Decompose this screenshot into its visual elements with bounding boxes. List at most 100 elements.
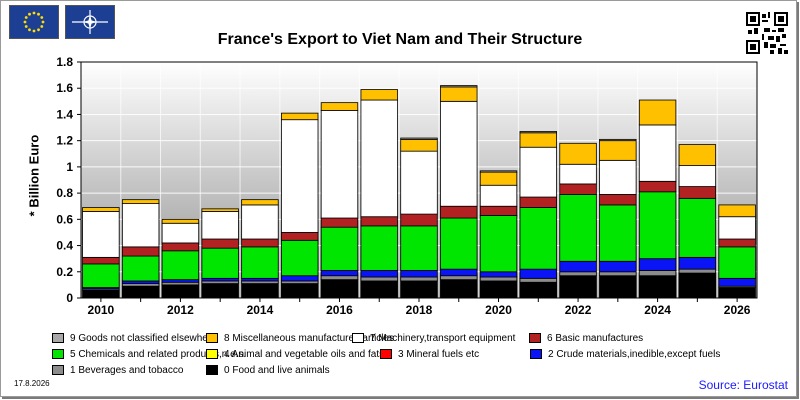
bar-segment <box>161 284 200 299</box>
bar-segment <box>320 270 359 277</box>
bar-segment <box>281 275 319 282</box>
bar-segment <box>638 180 677 193</box>
bar-segment <box>201 208 239 212</box>
x-tick-label: 2012 <box>167 303 194 317</box>
bar-segment <box>678 165 717 187</box>
bar-segment <box>320 275 359 281</box>
y-tick-label: 1 <box>66 160 73 174</box>
bar-segment <box>440 268 478 277</box>
bar-segment <box>281 283 319 299</box>
bar-segment <box>201 247 239 279</box>
bar-segment <box>599 204 637 262</box>
bar-segment <box>360 89 398 101</box>
bar-segment <box>440 205 478 219</box>
chart-title: France's Export to Viet Nam and Their St… <box>217 31 583 48</box>
bar-segment <box>121 199 160 205</box>
legend-label: 2 Crude materials,inedible,except fuels <box>548 349 721 360</box>
bar-segment <box>161 218 200 224</box>
legend-label: 3 Mineral fuels etc <box>398 349 480 360</box>
legend-label: 9 Goods not classified elsewhere <box>70 333 217 344</box>
bar-segment <box>599 194 637 206</box>
bar-segment <box>320 102 359 111</box>
bar-segment <box>519 196 557 208</box>
x-tick-label: 2022 <box>565 303 592 317</box>
legend-swatch <box>52 365 64 376</box>
bar-segment <box>599 275 637 299</box>
bar-segment <box>479 214 518 273</box>
bar-segment <box>599 260 637 273</box>
bar-segment <box>121 203 160 248</box>
y-tick-label: 1.4 <box>56 107 73 121</box>
y-tick-label: 1.2 <box>56 134 73 148</box>
bar-segment <box>121 285 160 299</box>
bar-segment <box>400 137 438 140</box>
legend-item: 4 Animal and vegetable oils and fats <box>206 349 384 361</box>
legend-item: 0 Food and live animals <box>206 365 330 377</box>
bar-segment <box>241 283 279 299</box>
bar-segment <box>320 110 359 219</box>
legend-swatch <box>352 333 364 344</box>
bar-segment <box>599 159 637 195</box>
bar-segment <box>559 194 597 262</box>
bar-segment <box>360 225 398 271</box>
x-tick-label: 2024 <box>644 303 671 317</box>
bar-segment <box>678 144 717 166</box>
bar-segment <box>479 271 518 278</box>
y-tick-label: 0.4 <box>56 239 73 253</box>
legend-label: 0 Food and live animals <box>224 365 330 376</box>
bar-segment <box>241 238 279 248</box>
bar-segment <box>559 183 597 195</box>
bar-segment <box>718 216 756 240</box>
bar-segment <box>400 276 438 282</box>
bar-segment <box>718 277 756 287</box>
date-stamp: 17.8.2026 <box>14 379 50 388</box>
legend-label: 1 Beverages and tobacco <box>70 365 184 376</box>
bar-segment <box>519 281 557 299</box>
bar-segment <box>82 263 120 288</box>
bar-segment <box>678 197 717 258</box>
bar-segment <box>479 205 518 216</box>
bar-segment <box>281 239 319 277</box>
y-tick-label: 1.8 <box>56 55 73 69</box>
legend-label: 8 Miscellaneous manufactured articles <box>224 333 395 344</box>
bar-segment <box>519 277 557 283</box>
eu-flag-icon <box>9 5 59 39</box>
x-tick-label: 2020 <box>485 303 512 317</box>
legend-swatch <box>530 349 542 360</box>
bar-segment <box>82 211 120 258</box>
bar-segment <box>638 191 677 260</box>
nato-flag-icon <box>65 5 115 39</box>
bar-segment <box>121 255 160 282</box>
bar-segment <box>360 280 398 299</box>
bar-segment <box>281 112 319 121</box>
bar-segment <box>559 271 597 277</box>
bar-segment <box>479 171 518 186</box>
legend-item: 8 Miscellaneous manufactured articles <box>206 333 394 345</box>
bar-segment <box>360 99 398 218</box>
bar-segment <box>479 170 518 173</box>
bar-segment <box>281 119 319 233</box>
bar-segment <box>559 163 597 185</box>
bar-segment <box>440 275 478 281</box>
bar-segment <box>440 86 478 102</box>
bar-segment <box>638 124 677 182</box>
bar-segment <box>599 138 637 142</box>
bar-segment <box>718 204 756 218</box>
bar-segment <box>400 225 438 271</box>
bar-segment <box>400 280 438 299</box>
bar-segment <box>559 260 597 273</box>
bar-segment <box>320 226 359 271</box>
x-tick-label: 2014 <box>247 303 274 317</box>
y-tick-label: 0.6 <box>56 212 73 226</box>
bar-segment <box>519 131 557 134</box>
bar-segment <box>678 272 717 299</box>
x-tick-label: 2018 <box>406 303 433 317</box>
bar-segment <box>82 256 120 265</box>
legend-item: 2 Crude materials,inedible,except fuels <box>530 349 720 361</box>
bar-segment <box>440 279 478 299</box>
bar-segment <box>440 85 478 88</box>
legend-item: 6 Basic manufactures <box>529 333 643 345</box>
bar-segment <box>82 289 120 299</box>
bar-segment <box>718 287 756 299</box>
legend-item: 3 Mineral fuels etc <box>380 349 479 361</box>
